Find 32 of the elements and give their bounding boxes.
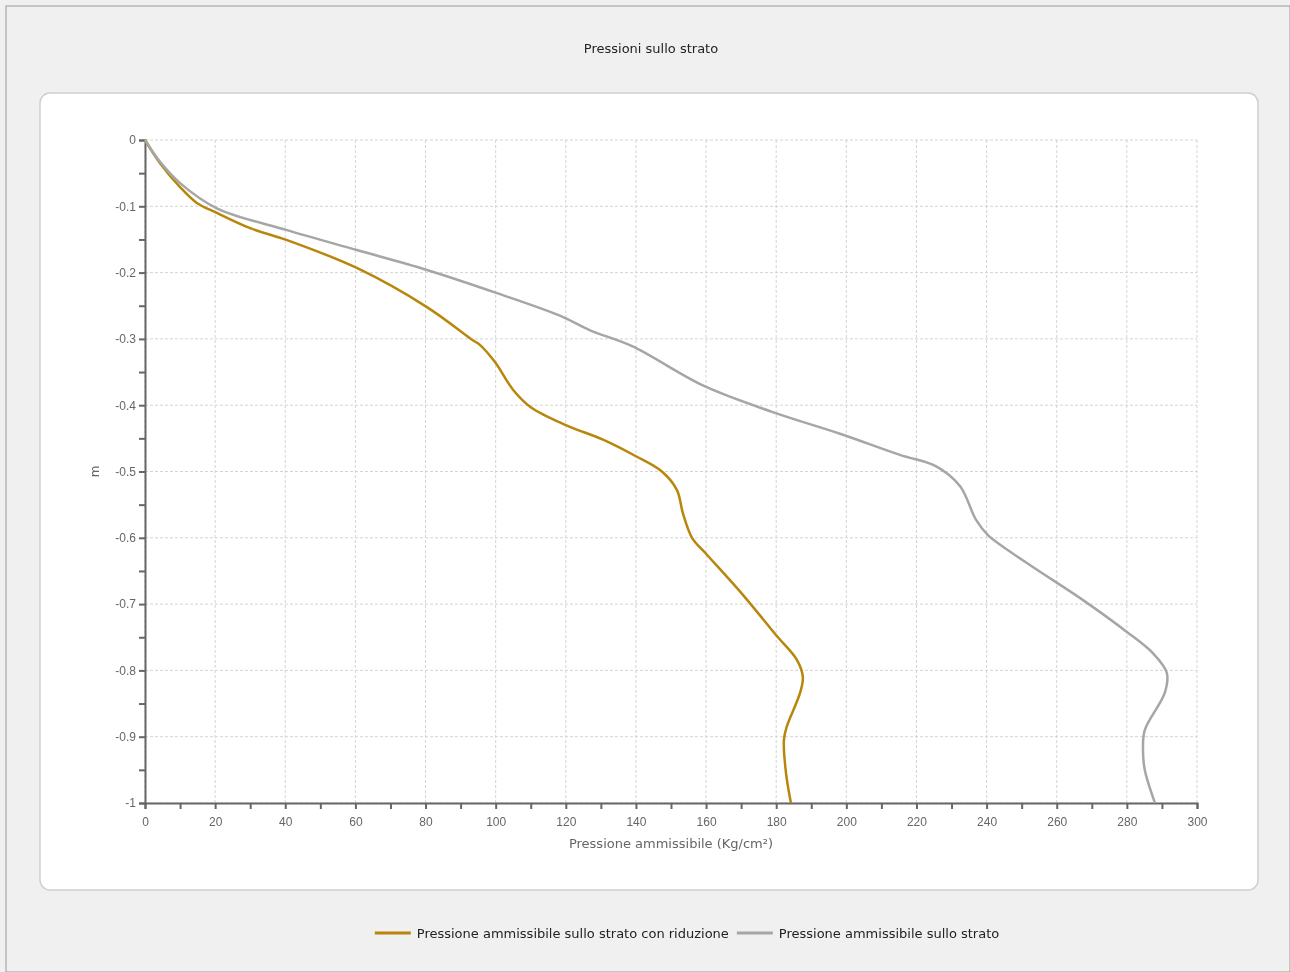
- x-tick-label: 200: [836, 815, 858, 830]
- y-tick-label: -0.3: [115, 332, 137, 347]
- x-tick-label: 140: [626, 815, 647, 830]
- x-tick-label: 220: [906, 815, 928, 830]
- y-tick-label: -0.6: [115, 531, 137, 546]
- y-tick-label: -0.5: [115, 464, 137, 479]
- legend-label: Pressione ammissibile sullo strato: [778, 925, 1000, 941]
- x-tick-label: 40: [279, 815, 293, 830]
- x-tick-label: 60: [349, 815, 363, 830]
- x-tick-label: 80: [419, 815, 434, 830]
- y-tick-label: -0.4: [115, 398, 137, 413]
- y-tick-label: -0.1: [115, 199, 137, 214]
- x-tick-label: 0: [142, 815, 150, 830]
- y-tick-label: -0.2: [115, 265, 137, 280]
- chart-title: Pressioni sullo strato: [583, 41, 719, 56]
- x-axis-title: Pressione ammissibile (Kg/cm²): [568, 836, 774, 851]
- y-tick-label: -0.7: [115, 597, 137, 612]
- x-tick-label: 100: [486, 815, 507, 830]
- x-tick-label: 260: [1047, 815, 1068, 830]
- x-tick-label: 180: [766, 815, 788, 830]
- y-tick-label: -0.8: [115, 663, 137, 678]
- y-tick-label: -1: [125, 796, 137, 811]
- x-tick-label: 300: [1187, 815, 1208, 830]
- y-tick-label: 0: [129, 133, 137, 148]
- y-tick-label: -0.9: [115, 730, 137, 745]
- y-axis-title: m: [88, 465, 102, 478]
- legend-label: Pressione ammissibile sullo strato con riduzione: [416, 925, 729, 941]
- x-tick-label: 280: [1117, 815, 1138, 830]
- x-tick-label: 120: [556, 815, 577, 830]
- x-tick-label: 160: [696, 815, 717, 830]
- x-tick-label: 240: [977, 815, 998, 830]
- x-tick-label: 20: [208, 815, 223, 830]
